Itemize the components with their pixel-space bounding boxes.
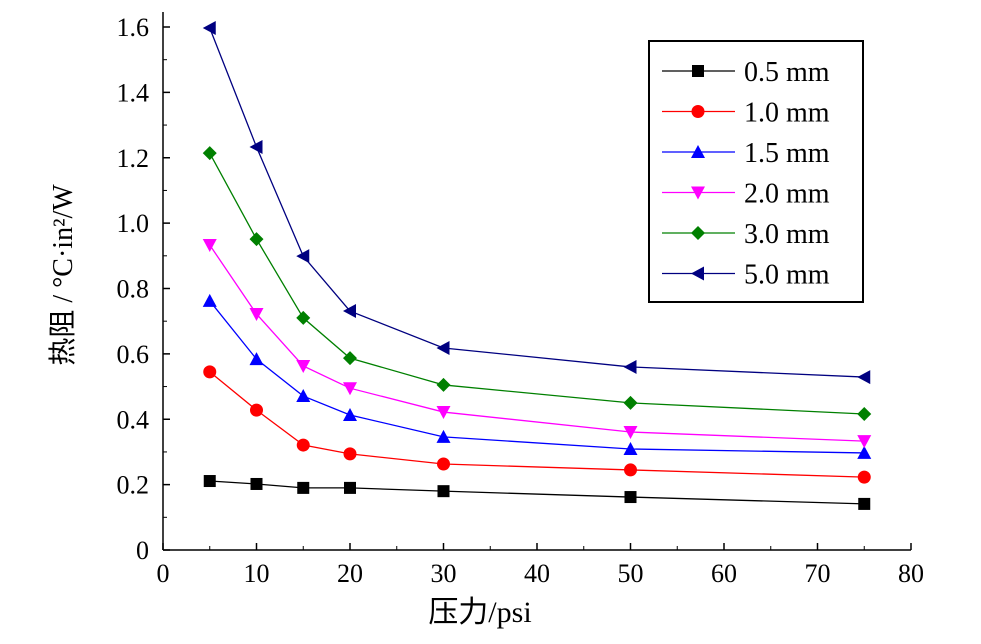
data-point: [343, 304, 356, 319]
data-point: [203, 365, 217, 379]
data-point: [249, 232, 264, 247]
legend-marker: [691, 266, 704, 281]
x-tick-label: 30: [431, 559, 457, 588]
data-point: [249, 352, 264, 366]
legend-label: 1.0 mm: [744, 98, 830, 129]
data-point: [202, 293, 217, 307]
legend-label: 3.0 mm: [744, 219, 830, 250]
data-point: [857, 435, 872, 449]
data-point: [436, 406, 451, 420]
x-tick-label: 20: [337, 559, 363, 588]
data-point: [857, 370, 871, 385]
y-tick-label: 1.4: [117, 78, 150, 107]
x-tick-label: 70: [805, 559, 831, 588]
y-axis-label: 热阻 / °C·in²/W: [47, 184, 79, 366]
data-point: [343, 447, 357, 461]
data-point: [202, 20, 216, 35]
x-tick-label: 40: [524, 559, 550, 588]
series-3_0mm: [202, 146, 872, 422]
series-0_5mm: [203, 475, 871, 510]
x-tick-label: 0: [157, 559, 170, 588]
series-line: [209, 300, 865, 454]
data-point: [343, 351, 357, 366]
y-tick-label: 0.8: [117, 275, 150, 304]
data-point: [857, 445, 872, 459]
legend-label: 1.5 mm: [744, 138, 830, 169]
data-point: [623, 359, 637, 374]
data-point: [202, 239, 217, 253]
data-point: [857, 407, 872, 422]
data-point: [857, 470, 871, 484]
data-point: [623, 441, 638, 455]
y-tick-label: 0: [136, 536, 149, 565]
data-point: [436, 377, 451, 392]
data-point: [296, 249, 310, 264]
data-point: [343, 382, 357, 396]
data-point: [437, 485, 450, 498]
legend-box: [648, 40, 864, 303]
x-tick-label: 50: [618, 559, 644, 588]
data-point: [296, 359, 311, 373]
x-tick-label: 10: [244, 559, 270, 588]
legend-label: 2.0 mm: [744, 179, 830, 210]
y-tick-label: 0.2: [117, 471, 150, 500]
data-point: [202, 146, 217, 161]
data-point: [344, 481, 356, 494]
x-tick-label: 60: [711, 559, 737, 588]
legend-marker: [692, 65, 704, 77]
y-tick-label: 1.6: [117, 13, 150, 42]
y-tick-label: 0.6: [117, 340, 150, 369]
legend-marker: [691, 186, 705, 200]
data-point: [296, 438, 310, 452]
data-point: [296, 389, 311, 403]
y-tick-label: 1.2: [117, 144, 150, 173]
legend-label: 5.0 mm: [744, 260, 830, 291]
data-point: [624, 463, 637, 477]
legend: 0.5 mm 1.0 mm 1.5 mm 2.0 mm 3.0 mm 5.0 mm: [648, 40, 864, 303]
legend-marker: [691, 105, 705, 118]
series-2_0mm: [202, 239, 872, 449]
data-point: [250, 477, 263, 490]
data-point: [623, 395, 638, 410]
data-point: [296, 310, 311, 325]
series-5_0mm: [202, 20, 871, 385]
legend-marker: [691, 145, 705, 158]
data-point: [203, 475, 216, 488]
data-point: [297, 481, 310, 494]
series-1_5mm: [202, 293, 872, 459]
data-point: [250, 403, 263, 417]
legend-label: 0.5 mm: [744, 57, 830, 88]
data-point: [249, 307, 264, 321]
data-point: [249, 139, 263, 154]
legend-marker: [691, 226, 705, 240]
y-tick-label: 0.4: [117, 405, 150, 434]
x-axis-label: 压力/psi: [428, 596, 531, 629]
data-point: [623, 425, 638, 439]
data-point: [624, 491, 637, 504]
y-tick-label: 1.0: [117, 209, 150, 238]
data-point: [436, 340, 450, 355]
data-point: [437, 457, 450, 471]
data-point: [436, 429, 451, 443]
series-1_0mm: [203, 365, 871, 484]
data-point: [343, 408, 357, 422]
data-point: [858, 497, 871, 510]
series-line: [209, 371, 865, 478]
x-tick-label: 80: [898, 559, 924, 588]
